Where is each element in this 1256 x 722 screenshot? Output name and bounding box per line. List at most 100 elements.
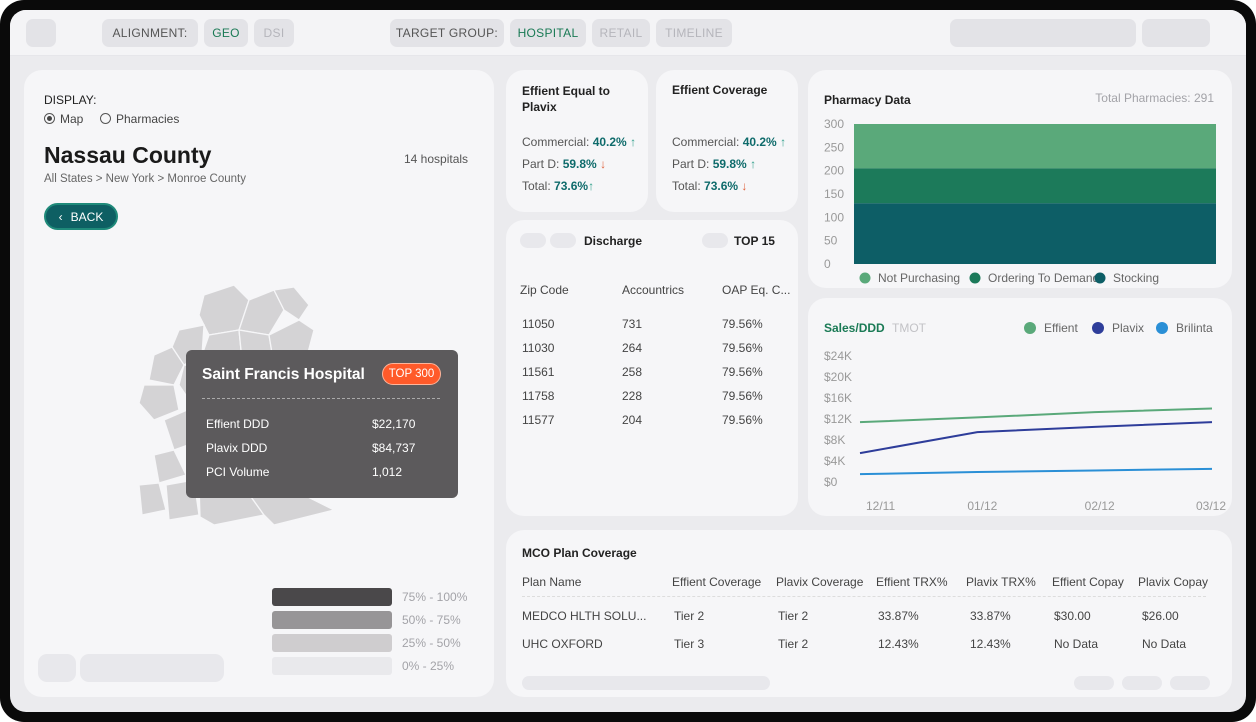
user-menu-button[interactable] xyxy=(1142,19,1210,47)
breadcrumb[interactable]: All States > New York > Monroe County xyxy=(44,173,246,185)
pagination-button[interactable] xyxy=(1170,676,1210,690)
zoom-button[interactable] xyxy=(38,654,76,682)
col-header-plavix-copay[interactable]: Plavix Copay xyxy=(1138,575,1209,589)
back-button[interactable]: ‹ BACK xyxy=(44,203,118,230)
arrow-down-icon: ↓ xyxy=(741,179,748,193)
county-title: Nassau County xyxy=(44,142,212,168)
menu-button[interactable] xyxy=(26,19,56,47)
legend-label: 75% - 100% xyxy=(402,590,468,604)
col-header-oap[interactable]: OAP Eq. C... xyxy=(722,283,791,297)
kpi-title: Effient Coverage xyxy=(672,83,768,97)
map-controls[interactable] xyxy=(80,654,224,682)
y-tick-label: 150 xyxy=(824,187,844,201)
y-tick-label: 300 xyxy=(824,117,844,131)
legend-label: 50% - 75% xyxy=(402,613,461,627)
pagination-button[interactable] xyxy=(1074,676,1114,690)
target-hospital-tab[interactable]: HOSPITAL xyxy=(510,19,586,47)
y-tick-label: $16K xyxy=(824,391,852,405)
col-header-accountrics[interactable]: Accountrics xyxy=(622,283,685,297)
col-header-effient-coverage[interactable]: Effient Coverage xyxy=(672,575,762,589)
arrow-down-icon: ↓ xyxy=(600,157,607,171)
search-field[interactable] xyxy=(950,19,1136,47)
sales-ddd-card: Sales/DDD TMOT $24K $20K $16K $12K $8K $4K $0 1… xyxy=(808,298,1232,516)
y-tick-label: $8K xyxy=(824,433,845,447)
y-tick-label: $12K xyxy=(824,412,852,426)
col-header-plavix-trx[interactable]: Plavix TRX% xyxy=(966,575,1036,589)
kpi-row-partd: Part D: 59.8% ↑ xyxy=(672,157,757,171)
pharmacy-title: Pharmacy Data xyxy=(824,93,911,107)
sales-chart[interactable]: $24K $20K $16K $12K $8K $4K $0 12/11 01/12 02/12 0… xyxy=(808,298,1232,516)
y-tick-label: 200 xyxy=(824,164,844,178)
discharge-title[interactable]: Discharge xyxy=(584,234,643,248)
chevron-left-icon: ‹ xyxy=(58,209,63,224)
legend-label: 0% - 25% xyxy=(402,659,455,673)
header-divider xyxy=(522,596,1206,597)
kpi-row-commercial: Commercial: 40.2% ↑ xyxy=(672,135,787,149)
y-tick-label: 250 xyxy=(824,140,844,154)
tooltip-row: Effient DDD $22,170 xyxy=(206,417,416,431)
legend-dot-icon xyxy=(969,272,981,284)
top-15-filter[interactable]: TOP 15 xyxy=(734,234,775,248)
legend-label: Stocking xyxy=(1113,271,1159,285)
pagination-button[interactable] xyxy=(1122,676,1162,690)
col-header-zip[interactable]: Zip Code xyxy=(520,283,569,297)
alignment-geo-tab[interactable]: GEO xyxy=(204,19,248,47)
arrow-up-icon: ↑ xyxy=(780,135,787,149)
kpi-title: Effient Equal to Plavix xyxy=(522,84,610,114)
legend-label: Not Purchasing xyxy=(878,271,960,285)
kpi-row-partd: Part D: 59.8% ↓ xyxy=(522,157,607,171)
y-tick-label: 0 xyxy=(824,257,831,271)
top-bar: ALIGNMENT: GEO DSI TARGET GROUP: HOSPITA… xyxy=(10,10,1246,56)
display-map-option[interactable]: Map xyxy=(44,112,83,126)
y-tick-label: $20K xyxy=(824,370,852,384)
sales-ddd-tab[interactable]: Sales/DDD xyxy=(824,321,885,335)
col-header-plan-name[interactable]: Plan Name xyxy=(522,575,582,589)
tooltip-divider xyxy=(202,398,440,399)
toggle-button[interactable] xyxy=(520,233,546,248)
y-tick-label: $4K xyxy=(824,454,845,468)
col-header-plavix-coverage[interactable]: Plavix Coverage xyxy=(776,575,864,589)
col-header-effient-trx[interactable]: Effient TRX% xyxy=(876,575,948,589)
y-tick-label: 100 xyxy=(824,210,844,224)
kpi-row-commercial: Commercial: 40.2% ↑ xyxy=(522,135,637,149)
x-tick-label: 03/12 xyxy=(1196,499,1226,513)
legend-label: 25% - 50% xyxy=(402,636,461,650)
legend-label: Ordering To Demand xyxy=(988,271,1099,285)
arrow-up-icon: ↑ xyxy=(750,157,757,171)
kpi-row-total: Total: 73.6%↑ xyxy=(522,179,595,193)
legend-label: Effient xyxy=(1044,321,1078,335)
radio-selected-icon xyxy=(44,113,55,124)
col-header-effient-copay[interactable]: Effient Copay xyxy=(1052,575,1124,589)
x-tick-label: 02/12 xyxy=(1085,499,1115,513)
map-panel: DISPLAY: Map Pharmacies Nassau County 14… xyxy=(24,70,494,697)
display-pharmacies-option[interactable]: Pharmacies xyxy=(100,112,179,126)
legend-dot-icon xyxy=(1156,322,1168,334)
toggle-button[interactable] xyxy=(550,233,576,248)
legend-dot-icon xyxy=(859,272,871,284)
kpi-row-total: Total: 73.6% ↓ xyxy=(672,179,748,193)
target-group-label: TARGET GROUP: xyxy=(390,19,504,47)
total-pharmacies: Total Pharmacies: 291 xyxy=(1095,91,1214,105)
discharge-card: Discharge TOP 15 Zip Code Accountrics OA… xyxy=(506,220,798,516)
legend-swatch-0-25 xyxy=(272,657,392,675)
target-retail-tab[interactable]: RETAIL xyxy=(592,19,650,47)
toggle-button[interactable] xyxy=(702,233,728,248)
area-stocking xyxy=(854,203,1216,264)
horizontal-scrollbar[interactable] xyxy=(522,676,770,690)
display-label: DISPLAY: xyxy=(44,93,97,107)
series-line-brilinta xyxy=(859,467,1213,476)
hospital-tooltip: Saint Francis Hospital TOP 300 Effient D… xyxy=(186,350,458,498)
pharmacy-chart[interactable]: 300 250 200 150 100 50 0 Not Purchasing Ordering… xyxy=(808,70,1232,288)
x-tick-label: 01/12 xyxy=(967,499,997,513)
arrow-up-icon: ↑ xyxy=(588,179,595,193)
area-ordering-to-demand xyxy=(854,168,1216,204)
x-tick-label: 12/11 xyxy=(866,499,895,513)
y-tick-label: $24K xyxy=(824,349,852,363)
target-timeline-tab[interactable]: TIMELINE xyxy=(656,19,732,47)
alignment-dsi-tab[interactable]: DSI xyxy=(254,19,294,47)
legend-label: Plavix xyxy=(1112,321,1144,335)
legend-swatch-75-100 xyxy=(272,588,392,606)
tmot-tab[interactable]: TMOT xyxy=(892,321,926,335)
hospital-count: 14 hospitals xyxy=(404,152,469,166)
